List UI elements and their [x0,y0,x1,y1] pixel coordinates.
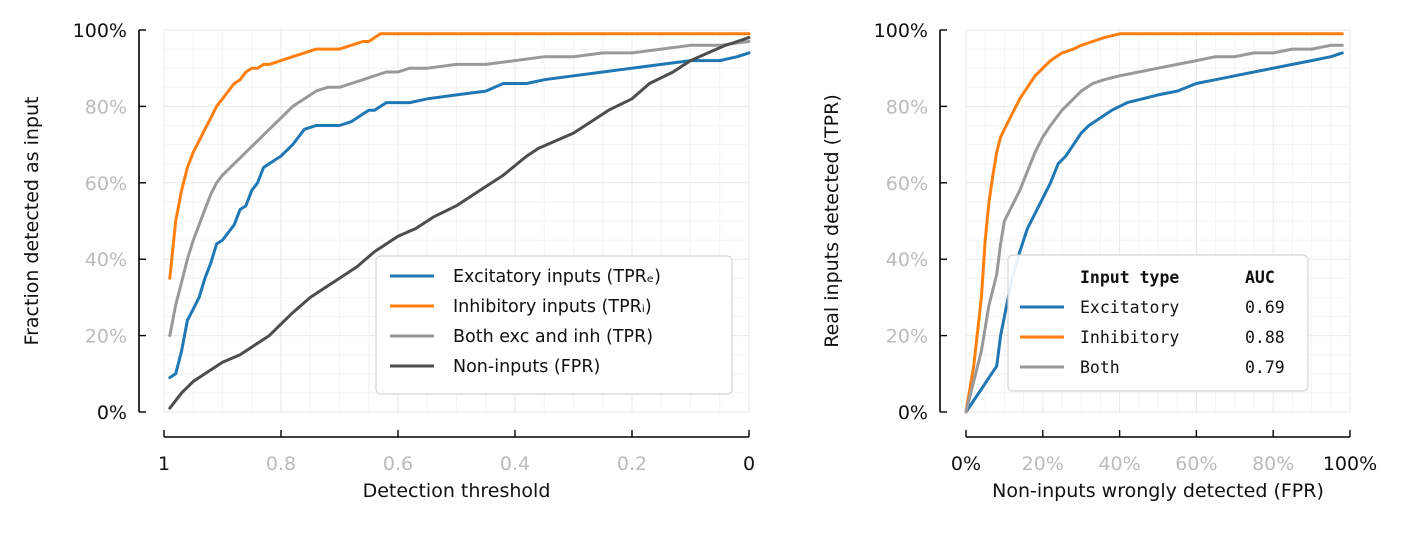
x-tick-label: 40% [1098,453,1140,475]
x-axis-label: Detection threshold [363,480,551,502]
right-panel-roc-curve: 0% 20% 40% 60% 80% 100% Non-inputs wrongly det… [821,20,1377,502]
series-group [168,32,751,410]
x-tick-label: 0 [743,453,755,475]
x-tick-label: 0% [951,453,981,475]
legend-auc-value: 0.88 [1245,328,1285,347]
legend-entry: Excitatory inputs (TPRₑ) [453,267,661,287]
y-tick-label: 100% [874,20,928,42]
legend-auc-value: 0.79 [1245,358,1285,377]
legend: Input type AUC Excitatory 0.69 Inhibitory 0.8… [1007,254,1309,392]
y-axis: 0% 20% 40% 60% 80% 100% Real inputs detected (… [821,20,947,424]
x-axis-label: Non-inputs wrongly detected (FPR) [992,480,1324,502]
y-tick-label: 20% [886,326,928,348]
y-axis-label: Fraction detected as input [21,97,43,346]
legend-auc-value: 0.69 [1245,298,1285,317]
legend-entry: Inhibitory inputs (TPRᵢ) [453,297,652,317]
series-line-both [964,43,1344,414]
left-panel-roc-threshold: 1 0.8 0.6 0.4 0.2 0 Detection threshold 0% 20% 40… [21,20,755,502]
series-group [964,32,1344,414]
legend: Excitatory inputs (TPRₑ) Inhibitory input… [375,255,733,395]
x-axis: 0% 20% 40% 60% 80% 100% Non-inputs wrongly det… [951,430,1377,502]
x-axis: 1 0.8 0.6 0.4 0.2 0 Detection threshold [158,430,755,502]
x-tick-label: 80% [1252,453,1294,475]
x-tick-label: 0.8 [266,453,296,475]
y-tick-label: 80% [85,96,127,118]
legend-box [1007,254,1309,392]
series-line-both [168,40,751,338]
legend-box [375,255,733,395]
x-tick-label: 60% [1175,453,1217,475]
y-tick-label: 0% [97,402,127,424]
y-tick-label: 40% [886,249,928,271]
x-tick-label: 100% [1323,453,1377,475]
legend-header-name: Input type [1080,268,1179,287]
y-tick-label: 60% [85,173,127,195]
series-line-inhibitory [168,32,751,280]
series-line-excitatory [964,51,1344,414]
x-tick-label: 0.4 [500,453,530,475]
series-line-noninputs [168,36,751,410]
legend-entry: Both exc and inh (TPR) [453,327,653,347]
series-line-excitatory [168,51,751,380]
legend-entry: Both [1080,358,1120,377]
y-axis: 0% 20% 40% 60% 80% 100% Fraction detected as i… [21,20,146,424]
legend-entry: Inhibitory [1080,328,1179,347]
x-tick-label: 0.2 [617,453,647,475]
legend-entry: Excitatory [1080,298,1179,317]
series-line-inhibitory [964,32,1344,414]
x-tick-label: 20% [1022,453,1064,475]
y-tick-label: 40% [85,249,127,271]
x-tick-label: 0.6 [383,453,413,475]
legend-header-auc: AUC [1245,268,1275,287]
y-tick-label: 60% [886,173,928,195]
y-tick-label: 100% [73,20,127,42]
y-axis-label: Real inputs detected (TPR) [821,94,843,347]
legend-entry: Non-inputs (FPR) [453,357,600,377]
y-tick-label: 80% [886,96,928,118]
x-tick-label: 1 [158,453,170,475]
y-tick-label: 20% [85,326,127,348]
y-tick-label: 0% [898,402,928,424]
